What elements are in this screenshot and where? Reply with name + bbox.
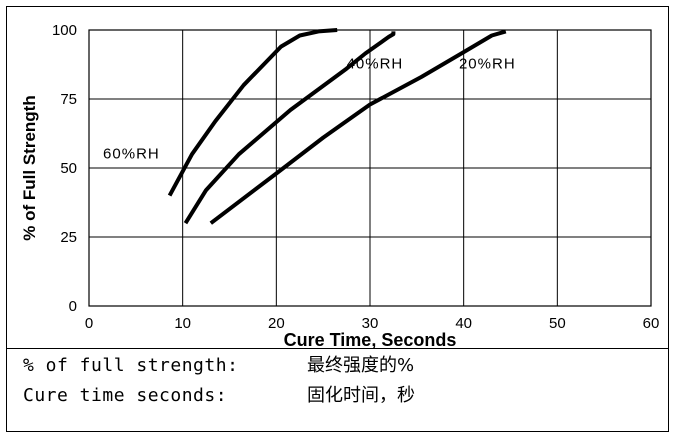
y-tick-label: 25 [60, 229, 77, 246]
y-tick-label: 0 [69, 298, 77, 315]
legend-cure-time-en: Cure time seconds: [23, 385, 227, 407]
x-tick-label: 0 [85, 315, 93, 332]
legend-row-cure-time: Cure time seconds: 固化时间，秒 [7, 385, 668, 407]
legend-box: % of full strength: 最终强度的% Cure time sec… [6, 348, 669, 432]
y-axis-label: % of Full Strength [20, 95, 39, 240]
x-axis-label: Cure Time, Seconds [284, 330, 457, 350]
series-line-60pct-rh [170, 30, 338, 196]
legend-cure-time-cn: 固化时间，秒 [307, 385, 415, 407]
series-label: 20%RH [459, 56, 516, 73]
series-label: 60%RH [103, 145, 160, 162]
y-tick-label: 100 [52, 22, 77, 39]
legend-row-strength: % of full strength: 最终强度的% [7, 355, 668, 377]
y-tick-label: 75 [60, 91, 77, 108]
x-tick-label: 10 [174, 315, 191, 332]
legend-strength-en: % of full strength: [23, 355, 238, 377]
series-label: 40%RH [347, 56, 404, 73]
x-tick-label: 20 [268, 315, 285, 332]
legend-strength-cn: 最终强度的% [307, 355, 414, 377]
y-tick-label: 50 [60, 160, 77, 177]
x-tick-label: 50 [549, 315, 566, 332]
x-tick-label: 40 [455, 315, 472, 332]
x-tick-label: 60 [643, 315, 660, 332]
chart-frame: 0 10 20 30 40 50 60 0 25 50 75 100 Cure Time, Second… [6, 6, 669, 349]
